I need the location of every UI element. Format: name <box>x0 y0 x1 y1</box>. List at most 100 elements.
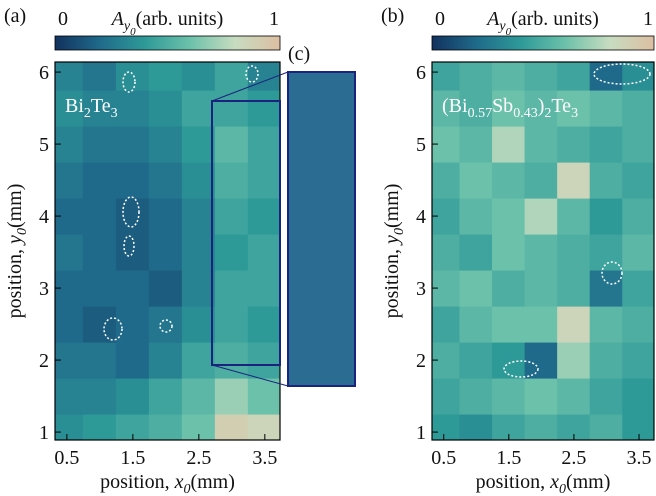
heat-cell <box>589 161 624 199</box>
panel-label: (a) <box>4 5 26 27</box>
text-part: 0 <box>130 26 136 38</box>
heat-cell <box>557 305 591 343</box>
heat-cell <box>214 233 249 271</box>
heat-cell <box>622 269 654 307</box>
heat-cell <box>247 341 280 379</box>
heat-cell <box>148 161 183 199</box>
text-part: y <box>497 19 506 34</box>
heat-cell <box>432 305 461 343</box>
heat-cell <box>432 233 461 271</box>
heat-cell <box>82 413 117 440</box>
heat-cell <box>557 161 591 199</box>
heat-cell <box>55 305 84 343</box>
heat-cell <box>524 233 559 271</box>
colorbar-tick-label: 0 <box>58 8 68 30</box>
heat-cell <box>492 341 526 379</box>
heat-cell <box>459 197 494 235</box>
x-tick-label: 2.5 <box>186 447 211 469</box>
marker <box>123 235 135 257</box>
text-part: (mm) <box>4 184 26 228</box>
heat-cell <box>557 377 591 415</box>
text-part: 2 <box>544 106 551 121</box>
heat-cell <box>589 305 624 343</box>
heat-cell <box>459 161 494 199</box>
heat-cell <box>82 62 117 91</box>
heat-cell <box>557 62 591 91</box>
heat-cell <box>524 161 559 199</box>
y-tick-label: 4 <box>416 206 426 228</box>
heat-cell <box>247 233 280 271</box>
inset-zoom <box>287 71 356 387</box>
heat-cell <box>492 197 526 235</box>
heat-cell <box>82 197 117 235</box>
sample-label: Bi2Te3 <box>65 95 118 121</box>
heat-cell <box>181 197 216 235</box>
heat-cell <box>82 125 117 163</box>
text-part: position, <box>100 471 174 493</box>
heat-cell <box>181 161 216 199</box>
heat-cell <box>247 89 280 127</box>
heat-cell <box>214 197 249 235</box>
heat-cell <box>492 125 526 163</box>
text-part: (mm) <box>566 471 610 493</box>
heat-cell <box>557 89 591 127</box>
heat-cell <box>524 341 559 379</box>
heat-cell <box>115 377 150 415</box>
heat-cell <box>459 89 494 127</box>
colorbar-label: Ay0(arb. units) <box>485 8 599 38</box>
heat-cell <box>459 269 494 307</box>
heat-cell <box>82 269 117 307</box>
marker <box>159 319 173 333</box>
heat-cell <box>55 89 84 127</box>
connector <box>211 364 289 387</box>
heat-cell <box>148 89 183 127</box>
colorbar-tick-label: 1 <box>269 8 279 30</box>
heat-cell <box>432 413 461 440</box>
y-tick-label: 1 <box>39 422 49 444</box>
heatmap-a <box>55 62 280 440</box>
text-part: Te <box>551 95 571 117</box>
heat-cell <box>214 161 249 199</box>
y-tick-label: 4 <box>39 206 49 228</box>
heat-cell <box>82 341 117 379</box>
heat-cell <box>589 413 624 440</box>
text-part: Te <box>91 95 111 117</box>
heat-cell <box>622 197 654 235</box>
heat-cell <box>148 413 183 440</box>
heat-cell <box>82 89 117 127</box>
heat-cell <box>181 125 216 163</box>
y-tick-label: 1 <box>416 422 426 444</box>
marker <box>503 360 539 378</box>
heat-cell <box>181 62 216 91</box>
heat-cell <box>247 269 280 307</box>
heat-cell <box>524 413 559 440</box>
heat-cell <box>181 413 216 440</box>
text-part: y <box>122 19 131 34</box>
heat-cell <box>622 341 654 379</box>
y-tick-label: 6 <box>416 62 426 84</box>
text-part: 0 <box>392 228 407 235</box>
text-part: 0 <box>183 482 190 496</box>
text-part: 0 <box>559 482 566 496</box>
heat-cell <box>115 341 150 379</box>
heat-cell <box>148 377 183 415</box>
heat-cell <box>214 377 249 415</box>
heat-cell <box>181 377 216 415</box>
text-part: (mm) <box>190 471 234 493</box>
heat-cell <box>115 89 150 127</box>
heat-cell <box>622 305 654 343</box>
inset-label: (c) <box>288 43 310 65</box>
heat-cell <box>492 413 526 440</box>
x-axis-label: position, x0(mm) <box>100 471 235 496</box>
sample-label: (Bi0.57Sb0.43)2Te3 <box>442 95 578 121</box>
inset-region <box>211 100 281 366</box>
heat-cell <box>82 305 117 343</box>
heat-cell <box>459 413 494 440</box>
heat-cell <box>148 305 183 343</box>
x-tick-label: 0.5 <box>431 447 456 469</box>
connector <box>211 71 289 102</box>
heat-cell <box>524 125 559 163</box>
heat-cell <box>432 161 461 199</box>
heat-cell <box>115 62 150 91</box>
